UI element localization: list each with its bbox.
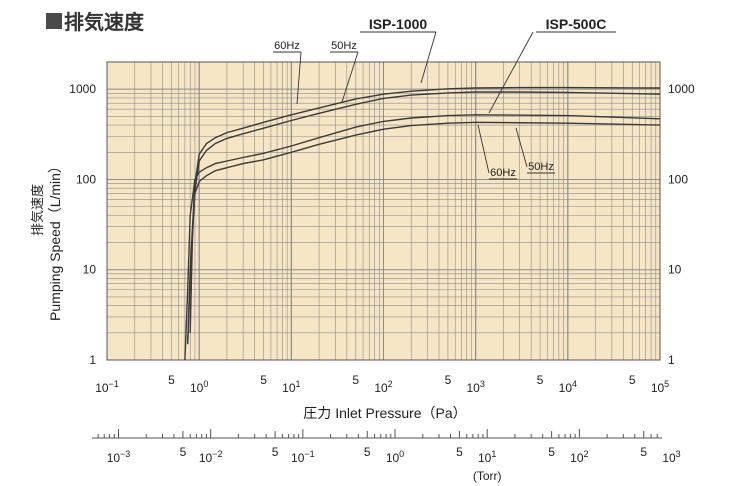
y-tick-label-left: 1 xyxy=(89,353,96,367)
torr-tick-label-five: 5 xyxy=(548,445,555,459)
torr-tick-label: 100 xyxy=(386,449,404,465)
torr-tick-label-five: 5 xyxy=(456,445,463,459)
y-tick-label-right: 1000 xyxy=(668,82,695,96)
leader-isp500c xyxy=(488,31,534,114)
x-tick-label-five: 5 xyxy=(445,373,452,387)
annotation-60hz-isp1000: 60Hz xyxy=(274,40,300,52)
plot-border xyxy=(106,61,661,361)
leader-60hz-isp500c xyxy=(477,124,490,174)
y-tick-label-right: 10 xyxy=(668,263,682,277)
leader-50hz-isp500c xyxy=(515,127,528,168)
torr-tick-label: 10−1 xyxy=(291,449,315,465)
x-axis-title: 圧力 Inlet Pressure（Pa） xyxy=(303,405,466,421)
annotation-50hz-isp500c: 50Hz xyxy=(528,161,554,173)
series-line xyxy=(184,114,661,361)
torr-tick-label: 10−2 xyxy=(199,449,223,465)
y-tick-label-left: 100 xyxy=(76,172,96,186)
x-tick-label-five: 5 xyxy=(537,373,544,387)
y-tick-label-right: 100 xyxy=(668,172,688,186)
annotation-isp500c: ISP-500C xyxy=(546,16,607,32)
torr-tick-label: 10−3 xyxy=(107,449,131,465)
annotation-60hz-isp500c: 60Hz xyxy=(490,167,516,179)
y-axis-title-jp: 排気速度 xyxy=(30,184,45,236)
torr-tick-label-five: 5 xyxy=(180,445,187,459)
leader-isp1000 xyxy=(420,31,437,84)
x-tick-label-five: 5 xyxy=(260,373,267,387)
x-tick-label: 102 xyxy=(374,379,392,395)
torr-tick-label: 102 xyxy=(570,449,588,465)
torr-tick-label-five: 5 xyxy=(640,445,647,459)
y-axis-title: Pumping Speed（L/min） xyxy=(47,159,63,321)
page-title: 排気速度 xyxy=(64,12,144,34)
torr-axis-title: (Torr) xyxy=(473,469,502,483)
torr-tick-label-five: 5 xyxy=(364,445,371,459)
annotation-isp1000: ISP-1000 xyxy=(369,16,428,32)
torr-tick-label: 101 xyxy=(478,449,496,465)
header-square-icon xyxy=(46,12,62,29)
x-tick-label-five: 5 xyxy=(168,373,175,387)
x-tick-label: 100 xyxy=(190,379,208,395)
section-header: 排気速度 xyxy=(46,6,144,35)
leader-60hz-isp1000 xyxy=(296,51,302,105)
x-tick-label: 10−1 xyxy=(95,379,119,395)
series-line xyxy=(187,86,661,345)
torr-tick-label: 103 xyxy=(662,449,680,465)
x-tick-label-five: 5 xyxy=(629,373,636,387)
series-line xyxy=(189,121,661,333)
x-tick-label: 101 xyxy=(282,379,300,395)
x-tick-label: 103 xyxy=(466,379,484,395)
leader-50hz-isp1000 xyxy=(341,51,359,103)
x-tick-label: 104 xyxy=(559,379,577,395)
y-tick-label-left: 10 xyxy=(83,263,97,277)
y-tick-label-right: 1 xyxy=(668,353,675,367)
y-tick-label-left: 1000 xyxy=(69,82,96,96)
series-line xyxy=(187,91,661,345)
x-tick-label: 105 xyxy=(651,379,669,395)
x-tick-label-five: 5 xyxy=(352,373,359,387)
annotation-50hz-isp1000: 50Hz xyxy=(331,40,357,52)
torr-tick-label-five: 5 xyxy=(272,445,279,459)
